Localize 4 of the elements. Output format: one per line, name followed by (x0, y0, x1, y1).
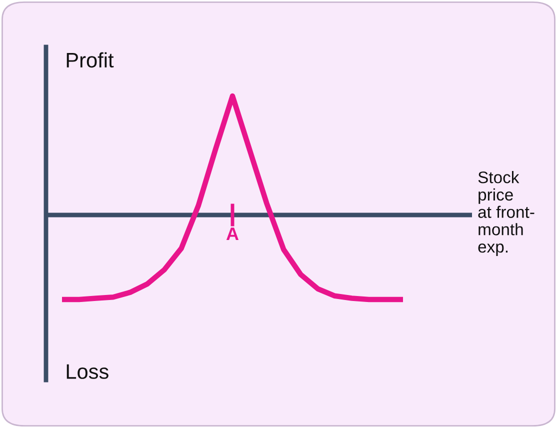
text: Profit (66, 52, 114, 68)
x-axis-title: Stock price at front- month exp. (478, 171, 534, 256)
text: Loss (66, 364, 108, 379)
annotation: A (226, 228, 239, 240)
